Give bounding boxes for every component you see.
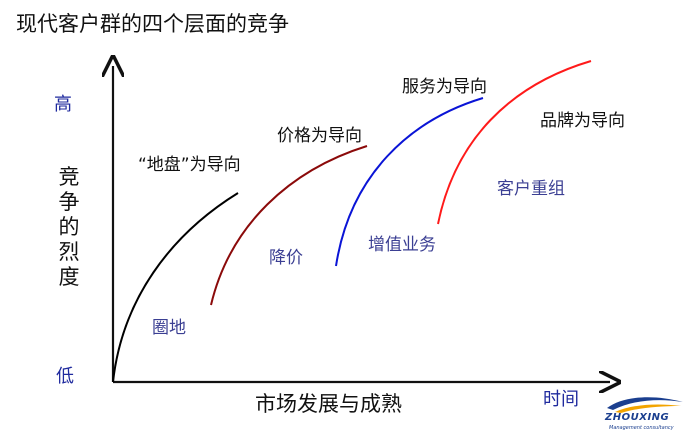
curve-price (210, 145, 368, 306)
logo-name: ZHOUXING (605, 412, 670, 423)
y-axis-title: 竞争的烈度 (58, 165, 80, 289)
curve-service (335, 97, 484, 267)
company-logo: ZHOUXING Management consultancy (603, 392, 687, 436)
logo-tagline: Management consultancy (609, 425, 674, 431)
stage-3-orientation-label: 服务为导向 (402, 77, 487, 97)
stage-4-activity-label: 客户重组 (497, 179, 565, 199)
curve-brand (437, 60, 592, 225)
stage-2-activity-label: 降价 (269, 248, 303, 268)
x-axis-end-label: 时间 (543, 389, 579, 410)
x-axis-title: 市场发展与成熟 (255, 392, 402, 416)
logo-swoosh-icon (607, 397, 683, 413)
stage-2-orientation-label: 价格为导向 (277, 126, 362, 146)
y-axis-low-label: 低 (56, 366, 74, 387)
stage-3-activity-label: 增值业务 (368, 235, 436, 255)
y-axis-high-label: 高 (54, 94, 72, 115)
diagram-title: 现代客户群的四个层面的竞争 (16, 12, 289, 36)
stage-4-orientation-label: 品牌为导向 (540, 111, 625, 131)
curve-territory (112, 192, 239, 383)
stage-1-activity-label: 圈地 (152, 318, 186, 338)
stage-1-orientation-label: “地盘”为导向 (138, 155, 241, 175)
